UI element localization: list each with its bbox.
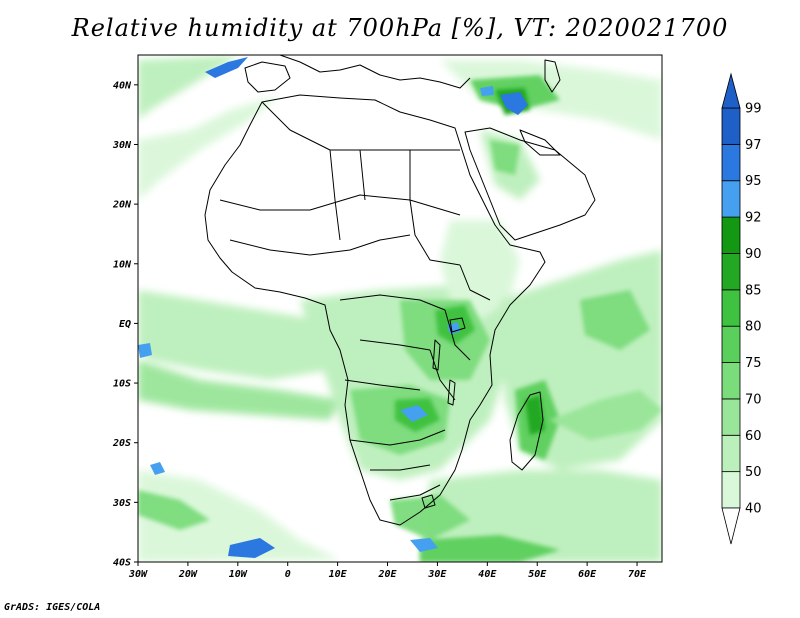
humidity-patch-indian-east bbox=[580, 290, 650, 350]
colorbar-low-arrow bbox=[721, 507, 741, 545]
grads-credit: GrADS: IGES/COLA bbox=[4, 602, 101, 613]
saturated-patch-equatorial-atlantic bbox=[138, 343, 152, 358]
colorbar: 40 50 60 70 75 80 85 90 92 95 97 99 bbox=[721, 72, 762, 545]
europe-coastline bbox=[279, 55, 471, 89]
colorbar-swatch bbox=[721, 362, 741, 400]
colorbar-swatch bbox=[721, 325, 741, 363]
lon-tick-label: 30E bbox=[427, 569, 447, 580]
colorbar-label: 70 bbox=[745, 392, 762, 407]
lake-victoria bbox=[449, 317, 466, 333]
lon-tick-label: 20E bbox=[377, 569, 397, 580]
saturated-patch-turkey bbox=[480, 86, 494, 96]
saturated-patch-northwest bbox=[205, 57, 248, 78]
colorbar-swatch bbox=[721, 289, 741, 327]
colorbar-label: 99 bbox=[745, 102, 762, 117]
lon-tick-label: 10E bbox=[329, 569, 348, 580]
lat-tick-label: 30S bbox=[112, 498, 131, 509]
colorbar-label: 97 bbox=[745, 138, 762, 153]
lon-tick-label: 70E bbox=[628, 569, 647, 580]
humidity-band-southern-ocean bbox=[138, 470, 340, 562]
humidity-band-south-atlantic bbox=[138, 360, 340, 420]
saturated-patch-zambia bbox=[400, 405, 428, 422]
caspian-coastline bbox=[544, 59, 561, 93]
humidity-patch-arabia-west bbox=[490, 140, 520, 175]
saturation-patches bbox=[138, 57, 528, 558]
latitude-axis: 40N 30N 20N 10N EQ 10S 20S 30S 40S bbox=[112, 80, 138, 569]
colorbar-label: 40 bbox=[745, 502, 762, 517]
country-border-west-africa bbox=[229, 234, 411, 256]
colorbar-swatch bbox=[721, 180, 741, 218]
lake-lesotho bbox=[421, 494, 436, 509]
lat-tick-label: EQ bbox=[119, 319, 131, 330]
madagascar-coastline bbox=[509, 391, 544, 471]
humidity-patch-madagascar-east bbox=[550, 390, 662, 440]
map-outlines bbox=[204, 55, 596, 526]
lat-tick-label: 40N bbox=[113, 80, 132, 91]
humidity-band-equatorial-atlantic bbox=[138, 290, 350, 380]
colorbar-swatch bbox=[721, 143, 741, 182]
country-border-central bbox=[339, 294, 446, 391]
colorbar-swatch bbox=[721, 107, 741, 145]
humidity-band-northwest bbox=[138, 55, 240, 120]
saturated-patch-southwest bbox=[150, 462, 165, 475]
colorbar-label: 80 bbox=[745, 320, 762, 335]
lat-tick-label: 10N bbox=[113, 259, 132, 270]
lon-tick-label: 40E bbox=[478, 569, 497, 580]
persian-gulf-coastline bbox=[519, 129, 561, 156]
humidity-patch-south-africa bbox=[390, 495, 470, 540]
lon-tick-label: 0 bbox=[285, 569, 291, 580]
colorbar-label: 85 bbox=[745, 283, 762, 298]
lat-tick-label: 40S bbox=[113, 558, 131, 569]
humidity-patch-southwest bbox=[138, 490, 210, 530]
lon-tick-label: 60E bbox=[578, 569, 597, 580]
africa-coastline bbox=[204, 94, 546, 526]
saturated-patch-south-atlantic bbox=[228, 538, 275, 558]
colorbar-swatch bbox=[721, 216, 741, 254]
map-title: Relative humidity at 700hPa [%], VT: 202… bbox=[71, 14, 729, 42]
colorbar-label: 50 bbox=[745, 465, 762, 480]
saturated-patch-iran bbox=[500, 92, 528, 115]
humidity-patch-southern-ocean-east bbox=[420, 535, 560, 562]
colorbar-label: 75 bbox=[745, 356, 762, 371]
arabia-coastline bbox=[464, 127, 596, 241]
colorbar-swatch bbox=[721, 253, 741, 291]
lon-tick-label: 50E bbox=[528, 569, 547, 580]
colorbar-label: 90 bbox=[745, 247, 762, 262]
lat-tick-label: 20S bbox=[112, 438, 131, 449]
humidity-core-mozambique bbox=[525, 395, 545, 435]
lon-tick-label: 20W bbox=[178, 569, 198, 580]
humidity-band-atlantic-north bbox=[138, 95, 280, 200]
saturated-patch-south-indian bbox=[410, 538, 438, 552]
colorbar-swatch bbox=[721, 398, 741, 436]
colorbar-swatch bbox=[721, 471, 741, 509]
country-border-south bbox=[349, 429, 446, 501]
lake-tanganyika bbox=[432, 339, 441, 371]
iberia-coastline bbox=[244, 61, 291, 93]
colorbar-high-arrow bbox=[721, 72, 741, 109]
lon-tick-label: 30W bbox=[128, 569, 148, 580]
lake-malawi bbox=[447, 379, 456, 406]
colorbar-swatch bbox=[721, 434, 741, 473]
colorbar-label: 92 bbox=[745, 211, 762, 226]
colorbar-label: 95 bbox=[745, 174, 762, 189]
colorbar-label: 60 bbox=[745, 429, 762, 444]
longitude-axis: 30W 20W 10W 0 10E 20E 30E 40E 50E 60E 70E bbox=[128, 562, 647, 580]
map-frame bbox=[137, 54, 663, 563]
lat-tick-label: 10S bbox=[113, 379, 131, 390]
lon-tick-label: 10W bbox=[229, 569, 248, 580]
country-border-central-north bbox=[329, 149, 461, 266]
lat-tick-label: 30N bbox=[112, 140, 132, 151]
lat-tick-label: 20N bbox=[112, 200, 132, 211]
humidity-band-east-africa bbox=[440, 220, 520, 320]
